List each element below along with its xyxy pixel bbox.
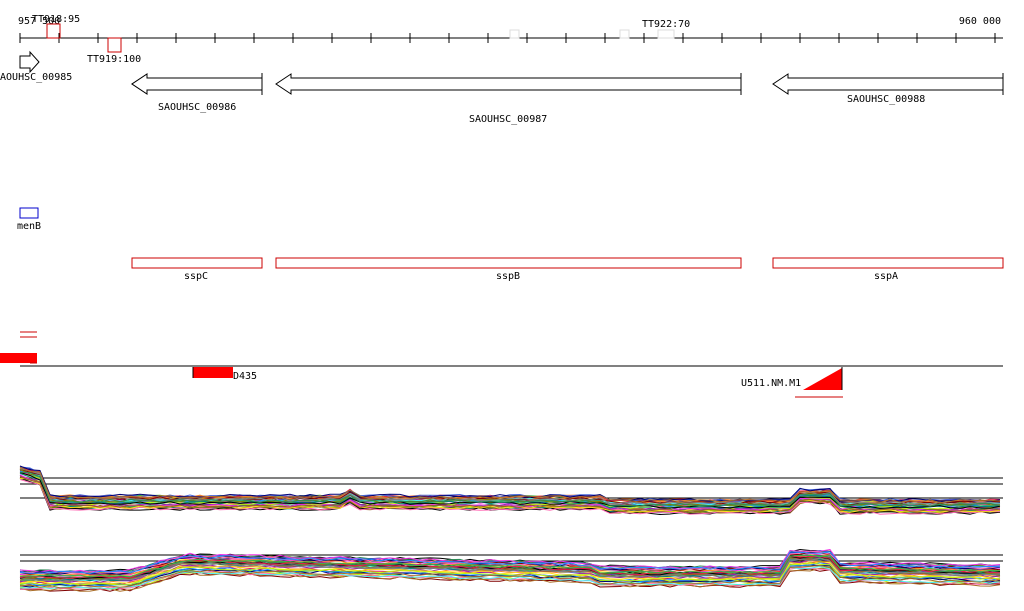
terminator-marker[interactable]	[107, 37, 122, 53]
expression-profile-line	[19, 468, 1001, 506]
expression-track-2[interactable]	[19, 548, 1003, 592]
expression-profile-line	[19, 476, 1001, 513]
expression-profile-line	[20, 565, 1001, 590]
annotation-box-sspB[interactable]	[275, 257, 742, 269]
annotation-label: sspB	[496, 271, 520, 282]
expression-profile-line	[19, 564, 1001, 589]
expression-profile-line	[19, 471, 1001, 507]
expression-profile-line	[19, 466, 1001, 504]
ruler-ticks	[19, 33, 996, 43]
terminator-label: TT918:95	[32, 14, 80, 25]
feature-track: D435 U511.NM.M1	[0, 331, 1003, 398]
feature-label: U511.NM.M1	[741, 378, 801, 389]
feature-block[interactable]	[0, 353, 37, 363]
gene-arrow-reverse[interactable]	[772, 73, 1004, 95]
gene-label: SAOUHSC_00988	[847, 94, 925, 105]
terminator-marker[interactable]	[619, 29, 630, 39]
gene-label: SAOUHSC_00986	[158, 102, 236, 113]
terminator-track: TT918:95 TT919:100 TT922:70	[32, 14, 690, 65]
expression-profile-line	[19, 557, 1001, 582]
gene-label: SAOUHSC_00985	[0, 72, 72, 83]
expression-profile-line	[19, 551, 1001, 575]
annotation-label: sspA	[874, 271, 898, 282]
annotation-box-menB[interactable]	[19, 207, 39, 219]
gene-track: SAOUHSC_00985 SAOUHSC_00986 SAOUHSC_0098…	[0, 50, 1004, 125]
expression-profile-line	[19, 561, 1001, 586]
annotation-box-sspC[interactable]	[131, 257, 263, 269]
gene-arrow-reverse[interactable]	[275, 73, 742, 95]
terminator-marker[interactable]	[46, 23, 61, 39]
gene-arrow-body	[131, 73, 263, 95]
terminator-label: TT919:100	[87, 54, 141, 65]
expression-track-1[interactable]	[19, 465, 1003, 516]
terminator-marker[interactable]	[657, 29, 675, 39]
expression-profile-line	[19, 557, 1001, 581]
annotation-box-sspA[interactable]	[772, 257, 1004, 269]
expression-profile-line	[19, 561, 1001, 585]
ruler-end-label: 960 000	[959, 16, 1001, 27]
feature-block-d435[interactable]	[193, 367, 233, 378]
terminator-label: TT922:70	[642, 19, 690, 30]
gene-arrow-forward[interactable]	[19, 50, 40, 74]
ruler-start-label: 957 500	[18, 16, 60, 27]
feature-ramp-u511[interactable]	[803, 368, 842, 390]
feature-label: D435	[233, 371, 257, 382]
terminator-marker[interactable]	[509, 29, 520, 39]
gene-label: SAOUHSC_00987	[469, 114, 547, 125]
annotation-label: sspC	[184, 271, 208, 282]
annotation-label: menB	[17, 221, 41, 232]
annotation-track: menB sspC sspB sspA	[17, 207, 1004, 282]
expression-profile-line	[19, 554, 1001, 578]
expression-profile-line	[19, 479, 1001, 515]
